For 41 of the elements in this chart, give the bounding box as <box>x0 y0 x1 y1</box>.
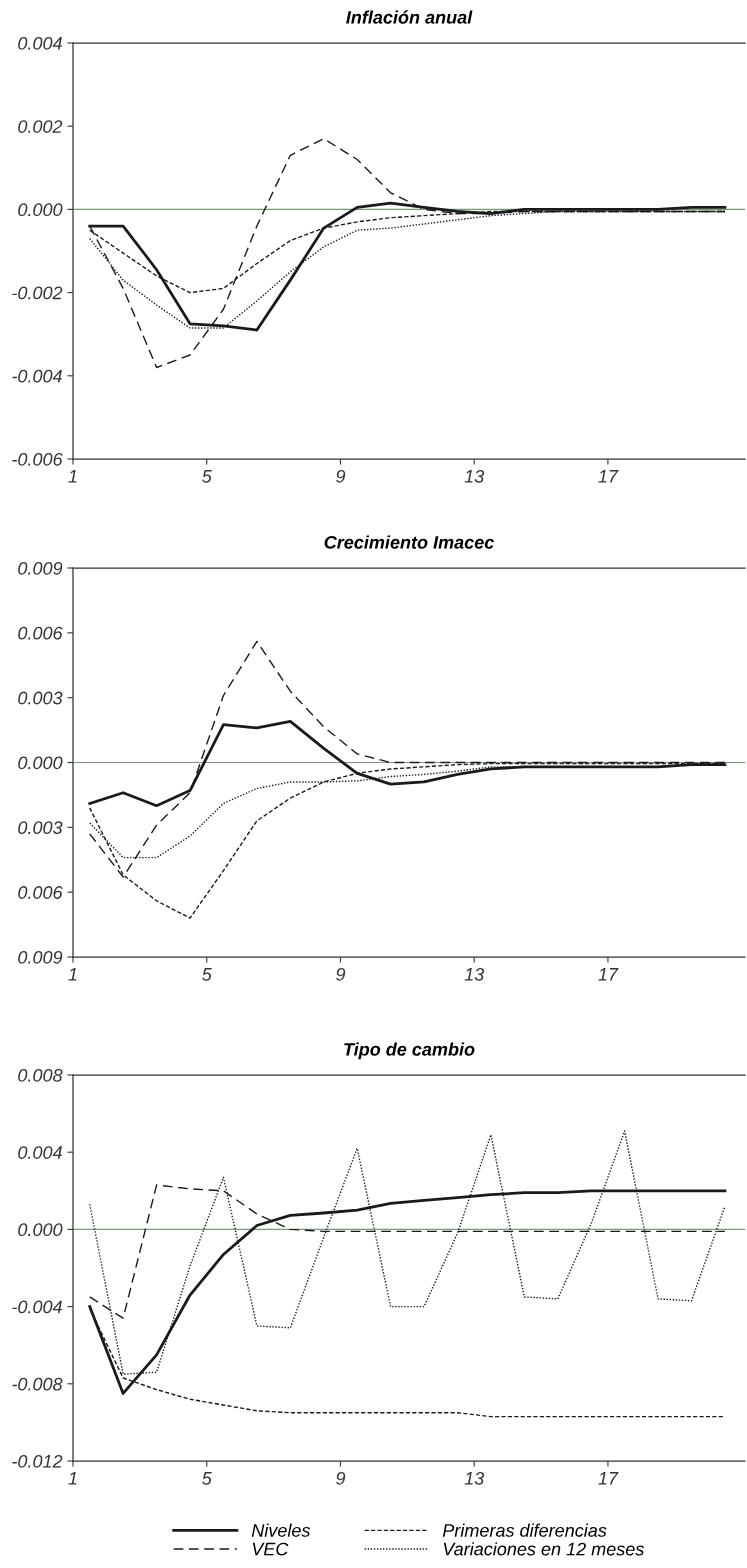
x-tick-label: 5 <box>202 1472 212 1485</box>
y-tick-label: -0.006 <box>12 452 63 466</box>
x-tick-label: 9 <box>336 469 346 483</box>
x-tick-label: 1 <box>68 470 77 483</box>
chart-title: Crecimiento Imacec <box>324 535 495 549</box>
chart-title: Inflación anual <box>346 10 473 24</box>
legend-label: Primeras diferencias <box>442 1523 607 1537</box>
y-tick-label: -0.004 <box>12 369 62 383</box>
x-tick-label: 17 <box>598 470 619 483</box>
legend-label: VEC <box>252 1542 289 1556</box>
x-tick-label: 17 <box>598 968 619 981</box>
x-tick-label: 5 <box>202 470 212 483</box>
y-tick-label: 0.002 <box>18 120 63 133</box>
y-tick-label: -0.008 <box>12 1377 63 1391</box>
y-tick-label: 0.003 <box>18 821 63 835</box>
y-tick-label: 0.000 <box>18 756 63 770</box>
y-tick-label: -0.002 <box>12 286 63 300</box>
legend-label: Variaciones en 12 meses <box>443 1542 644 1556</box>
legend-label: Niveles <box>251 1523 311 1537</box>
y-tick-label: 0.004 <box>18 1146 62 1159</box>
x-tick-label: 17 <box>598 1472 619 1485</box>
y-tick-label: -0.012 <box>12 1454 63 1468</box>
x-tick-label: 13 <box>464 1471 485 1485</box>
x-tick-label: 9 <box>336 967 346 981</box>
x-tick-label: 5 <box>202 968 212 981</box>
y-tick-label: 0.006 <box>18 626 63 640</box>
y-tick-label: 0.003 <box>18 691 63 705</box>
y-tick-label: 0.008 <box>18 1068 63 1082</box>
x-tick-label: 13 <box>464 469 485 483</box>
x-tick-label: 1 <box>68 968 77 981</box>
y-tick-label: 0.006 <box>18 886 63 899</box>
x-tick-label: 1 <box>68 1472 77 1485</box>
y-tick-label: 0.004 <box>18 36 62 50</box>
chart-title: Tipo de cambio <box>344 1042 475 1060</box>
y-tick-label: 0.009 <box>18 561 63 575</box>
x-tick-label: 9 <box>336 1471 346 1485</box>
y-tick-label: 0.000 <box>18 1223 63 1237</box>
y-tick-label: 0.009 <box>18 950 63 964</box>
y-tick-label: 0.000 <box>18 203 63 217</box>
x-tick-label: 13 <box>464 967 485 981</box>
y-tick-label: -0.004 <box>12 1300 62 1314</box>
